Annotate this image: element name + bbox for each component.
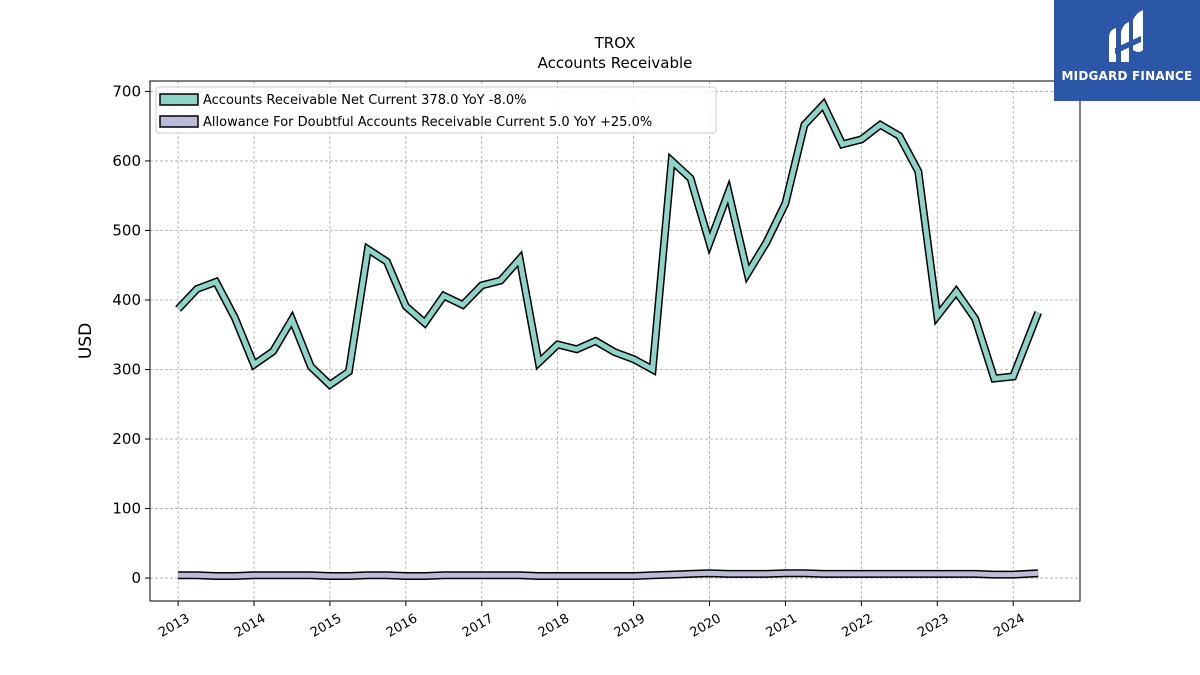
legend: Accounts Receivable Net Current 378.0 Yo… [155, 86, 717, 134]
midgard-logo-icon [1109, 10, 1143, 62]
y-tick-label: 0 [131, 569, 141, 587]
legend-label: Accounts Receivable Net Current 378.0 Yo… [203, 93, 526, 108]
legend-label: Allowance For Doubtful Accounts Receivab… [203, 115, 652, 130]
x-tick-label: 2021 [764, 611, 800, 641]
chart-subtitle: Accounts Receivable [538, 54, 693, 72]
y-tick-label: 700 [112, 82, 141, 100]
x-tick-label: 2022 [840, 611, 876, 641]
y-tick-label: 100 [112, 500, 141, 518]
x-tick-label: 2014 [232, 611, 268, 641]
legend-box [155, 86, 717, 134]
x-tick-label: 2016 [384, 611, 420, 641]
y-tick-label: 600 [112, 152, 141, 170]
legend-swatch [159, 93, 199, 106]
plot-frame [149, 80, 1081, 602]
series-line [178, 570, 1039, 579]
legend-swatch [159, 115, 199, 128]
chart-title: TROX [594, 34, 636, 52]
x-tick-label: 2023 [915, 611, 951, 641]
x-tick-label: 2018 [536, 611, 572, 641]
x-tick-label: 2020 [688, 611, 724, 641]
x-tick-label: 2017 [460, 611, 496, 641]
brand-name: MIDGARD FINANCE [1061, 69, 1193, 83]
y-tick-label: 300 [112, 361, 141, 379]
series-line [176, 100, 1041, 389]
y-axis-label: USD [76, 323, 96, 359]
y-tick-label: 400 [112, 291, 141, 309]
series-outline [175, 97, 1042, 390]
brand-logo: MIDGARD FINANCE [1054, 0, 1200, 101]
grid [150, 81, 1080, 601]
x-tick-label: 2015 [308, 611, 344, 641]
y-tick-label: 200 [112, 430, 141, 448]
y-tick-label: 500 [112, 221, 141, 239]
x-tick-label: 2024 [991, 611, 1027, 641]
series-layer [175, 97, 1042, 580]
x-tick-label: 2019 [612, 611, 648, 641]
x-tick-label: 2013 [156, 611, 192, 641]
